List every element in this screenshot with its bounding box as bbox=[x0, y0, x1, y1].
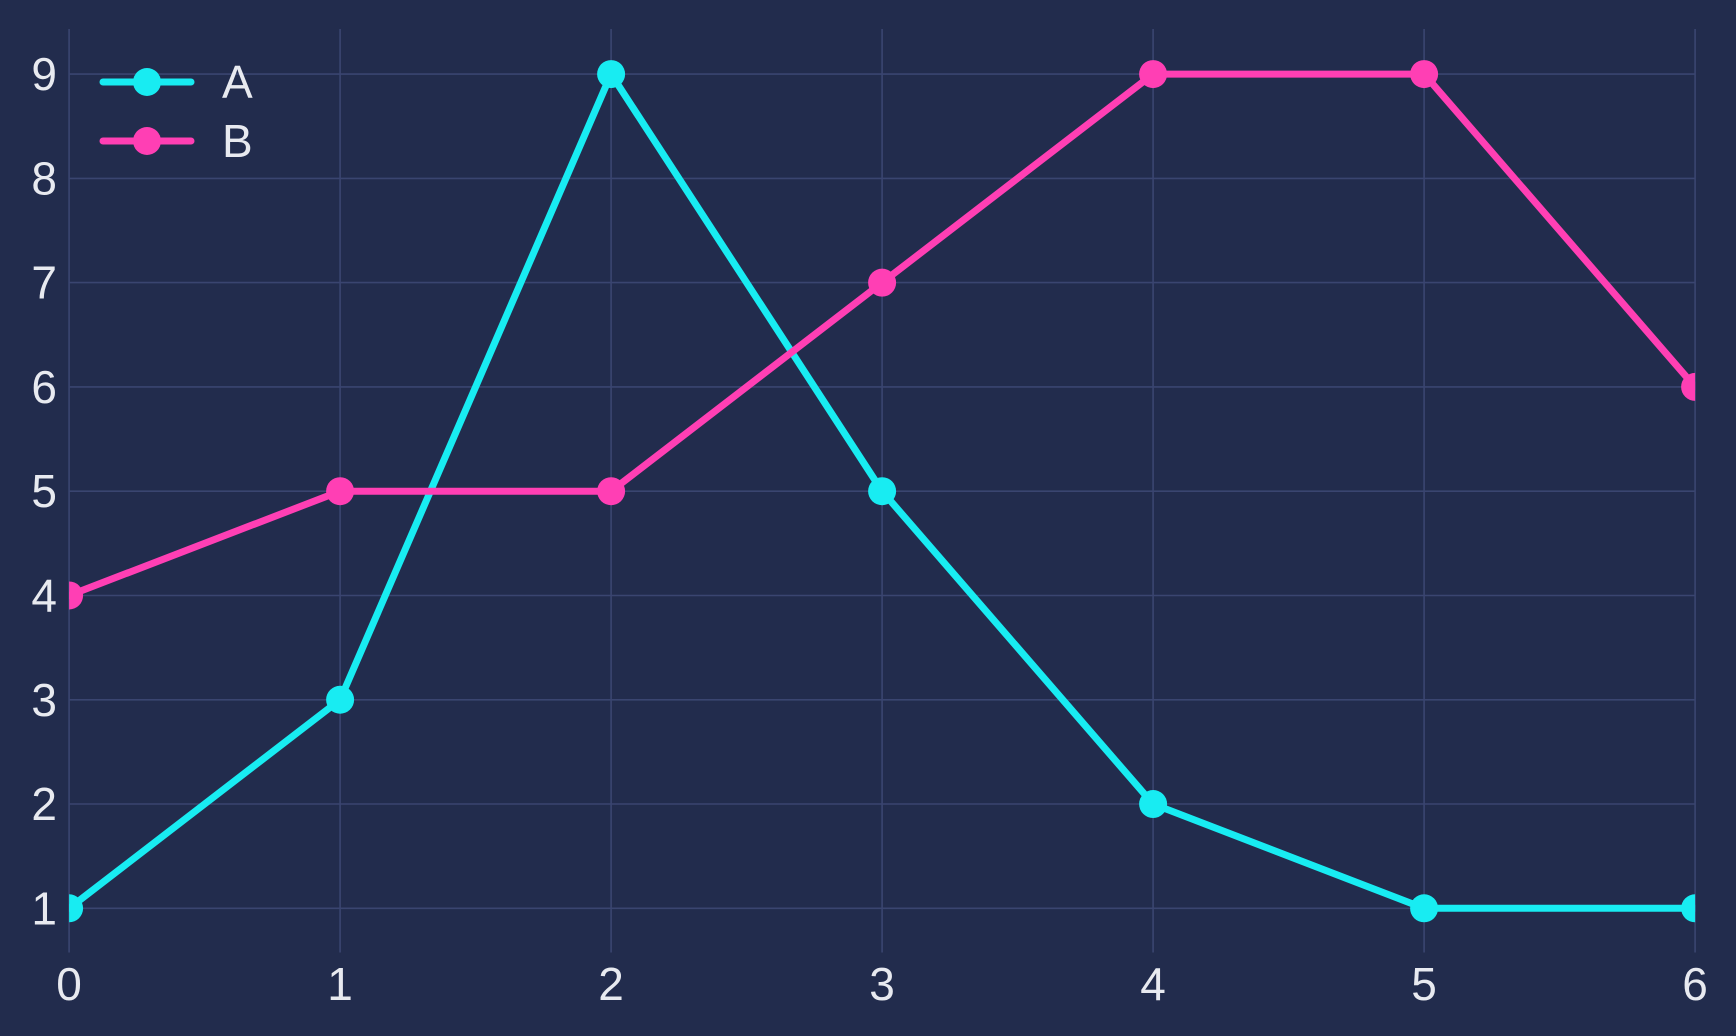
svg-text:7: 7 bbox=[31, 257, 57, 309]
svg-text:9: 9 bbox=[31, 48, 57, 100]
svg-text:6: 6 bbox=[1682, 958, 1708, 1010]
svg-text:4: 4 bbox=[31, 570, 57, 622]
svg-text:6: 6 bbox=[31, 361, 57, 413]
svg-text:5: 5 bbox=[31, 465, 57, 517]
svg-text:1: 1 bbox=[31, 882, 57, 934]
svg-text:8: 8 bbox=[31, 152, 57, 204]
svg-text:A: A bbox=[222, 56, 253, 108]
svg-text:3: 3 bbox=[869, 958, 895, 1010]
svg-text:3: 3 bbox=[31, 674, 57, 726]
svg-text:4: 4 bbox=[1140, 958, 1166, 1010]
svg-text:0: 0 bbox=[56, 958, 82, 1010]
svg-text:2: 2 bbox=[31, 778, 57, 830]
svg-text:5: 5 bbox=[1411, 958, 1437, 1010]
svg-text:1: 1 bbox=[327, 958, 353, 1010]
svg-text:B: B bbox=[222, 115, 253, 167]
svg-text:2: 2 bbox=[598, 958, 624, 1010]
